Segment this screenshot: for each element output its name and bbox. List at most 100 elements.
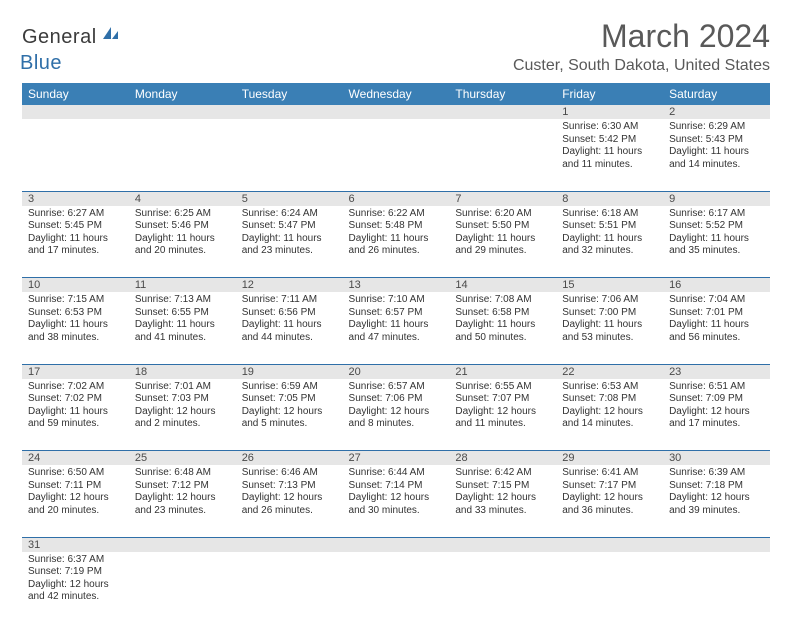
daylight-text-2: and 17 minutes. [669, 418, 764, 431]
sunrise-text: Sunrise: 6:44 AM [349, 467, 444, 480]
day-number [22, 105, 129, 119]
daylight-text: Daylight: 11 hours [562, 146, 657, 159]
sunrise-text: Sunrise: 6:17 AM [669, 208, 764, 221]
week-row: Sunrise: 7:15 AMSunset: 6:53 PMDaylight:… [22, 292, 770, 364]
daylight-text: Daylight: 12 hours [242, 406, 337, 419]
day-cell: Sunrise: 6:46 AMSunset: 7:13 PMDaylight:… [236, 465, 343, 537]
day-number [343, 105, 450, 119]
sunrise-text: Sunrise: 6:57 AM [349, 381, 444, 394]
day-number: 13 [343, 278, 450, 293]
day-number: 7 [449, 191, 556, 206]
header: General March 2024 Custer, South Dakota,… [22, 18, 770, 75]
sunset-text: Sunset: 7:05 PM [242, 393, 337, 406]
daylight-text: Daylight: 11 hours [669, 319, 764, 332]
day-cell: Sunrise: 6:53 AMSunset: 7:08 PMDaylight:… [556, 379, 663, 451]
day-cell: Sunrise: 7:06 AMSunset: 7:00 PMDaylight:… [556, 292, 663, 364]
day-cell [556, 552, 663, 624]
sunrise-text: Sunrise: 6:37 AM [28, 554, 123, 567]
title-block: March 2024 Custer, South Dakota, United … [513, 18, 770, 75]
day-cell: Sunrise: 6:20 AMSunset: 5:50 PMDaylight:… [449, 206, 556, 278]
day-cell [449, 552, 556, 624]
daylight-text-2: and 59 minutes. [28, 418, 123, 431]
sunrise-text: Sunrise: 7:04 AM [669, 294, 764, 307]
sunrise-text: Sunrise: 7:08 AM [455, 294, 550, 307]
daylight-text: Daylight: 11 hours [28, 233, 123, 246]
daylight-text: Daylight: 11 hours [135, 233, 230, 246]
sunrise-text: Sunrise: 6:30 AM [562, 121, 657, 134]
day-cell: Sunrise: 7:08 AMSunset: 6:58 PMDaylight:… [449, 292, 556, 364]
day-number: 20 [343, 364, 450, 379]
sunset-text: Sunset: 7:14 PM [349, 480, 444, 493]
sunrise-text: Sunrise: 7:10 AM [349, 294, 444, 307]
day-cell: Sunrise: 7:13 AMSunset: 6:55 PMDaylight:… [129, 292, 236, 364]
daylight-text-2: and 39 minutes. [669, 505, 764, 518]
day-number: 3 [22, 191, 129, 206]
day-cell: Sunrise: 6:30 AMSunset: 5:42 PMDaylight:… [556, 119, 663, 191]
day-number [236, 537, 343, 552]
week-row: Sunrise: 6:37 AMSunset: 7:19 PMDaylight:… [22, 552, 770, 624]
daynum-row: 17181920212223 [22, 364, 770, 379]
day-cell: Sunrise: 7:15 AMSunset: 6:53 PMDaylight:… [22, 292, 129, 364]
day-number: 6 [343, 191, 450, 206]
sunrise-text: Sunrise: 7:01 AM [135, 381, 230, 394]
daylight-text: Daylight: 11 hours [242, 319, 337, 332]
logo-text-blue: Blue [20, 52, 62, 74]
daynum-row: 3456789 [22, 191, 770, 206]
daylight-text-2: and 42 minutes. [28, 591, 123, 604]
day-number: 14 [449, 278, 556, 293]
daylight-text-2: and 38 minutes. [28, 332, 123, 345]
daylight-text-2: and 11 minutes. [562, 159, 657, 172]
sunrise-text: Sunrise: 6:59 AM [242, 381, 337, 394]
sail-icon [101, 25, 121, 46]
sunset-text: Sunset: 5:51 PM [562, 220, 657, 233]
daylight-text: Daylight: 12 hours [135, 492, 230, 505]
day-cell [343, 119, 450, 191]
daylight-text: Daylight: 11 hours [349, 233, 444, 246]
logo: General [22, 26, 123, 49]
daynum-row: 31 [22, 537, 770, 552]
daylight-text-2: and 8 minutes. [349, 418, 444, 431]
day-cell: Sunrise: 6:57 AMSunset: 7:06 PMDaylight:… [343, 379, 450, 451]
day-number: 4 [129, 191, 236, 206]
sunrise-text: Sunrise: 6:18 AM [562, 208, 657, 221]
day-cell: Sunrise: 7:10 AMSunset: 6:57 PMDaylight:… [343, 292, 450, 364]
daylight-text: Daylight: 11 hours [455, 233, 550, 246]
day-cell [129, 119, 236, 191]
sunrise-text: Sunrise: 6:39 AM [669, 467, 764, 480]
day-number: 29 [556, 451, 663, 466]
daylight-text: Daylight: 11 hours [135, 319, 230, 332]
day-number: 28 [449, 451, 556, 466]
day-number: 10 [22, 278, 129, 293]
daylight-text: Daylight: 11 hours [669, 146, 764, 159]
sunset-text: Sunset: 7:11 PM [28, 480, 123, 493]
sunrise-text: Sunrise: 6:53 AM [562, 381, 657, 394]
sunrise-text: Sunrise: 7:11 AM [242, 294, 337, 307]
week-row: Sunrise: 7:02 AMSunset: 7:02 PMDaylight:… [22, 379, 770, 451]
daylight-text: Daylight: 12 hours [349, 406, 444, 419]
sunrise-text: Sunrise: 6:50 AM [28, 467, 123, 480]
weekday-header: Tuesday [236, 83, 343, 105]
sunrise-text: Sunrise: 6:48 AM [135, 467, 230, 480]
sunset-text: Sunset: 6:55 PM [135, 307, 230, 320]
daylight-text-2: and 5 minutes. [242, 418, 337, 431]
day-cell: Sunrise: 7:01 AMSunset: 7:03 PMDaylight:… [129, 379, 236, 451]
sunset-text: Sunset: 5:42 PM [562, 134, 657, 147]
weekday-header: Friday [556, 83, 663, 105]
daylight-text: Daylight: 12 hours [455, 406, 550, 419]
daylight-text: Daylight: 12 hours [349, 492, 444, 505]
sunset-text: Sunset: 5:45 PM [28, 220, 123, 233]
weekday-header-row: Sunday Monday Tuesday Wednesday Thursday… [22, 83, 770, 105]
calendar-page: General March 2024 Custer, South Dakota,… [0, 0, 792, 642]
sunset-text: Sunset: 7:02 PM [28, 393, 123, 406]
weekday-header: Saturday [663, 83, 770, 105]
day-number [449, 537, 556, 552]
sunrise-text: Sunrise: 7:13 AM [135, 294, 230, 307]
day-cell [663, 552, 770, 624]
day-number [663, 537, 770, 552]
sunrise-text: Sunrise: 6:22 AM [349, 208, 444, 221]
sunrise-text: Sunrise: 6:41 AM [562, 467, 657, 480]
sunset-text: Sunset: 7:18 PM [669, 480, 764, 493]
sunrise-text: Sunrise: 6:55 AM [455, 381, 550, 394]
day-number: 9 [663, 191, 770, 206]
daylight-text-2: and 56 minutes. [669, 332, 764, 345]
